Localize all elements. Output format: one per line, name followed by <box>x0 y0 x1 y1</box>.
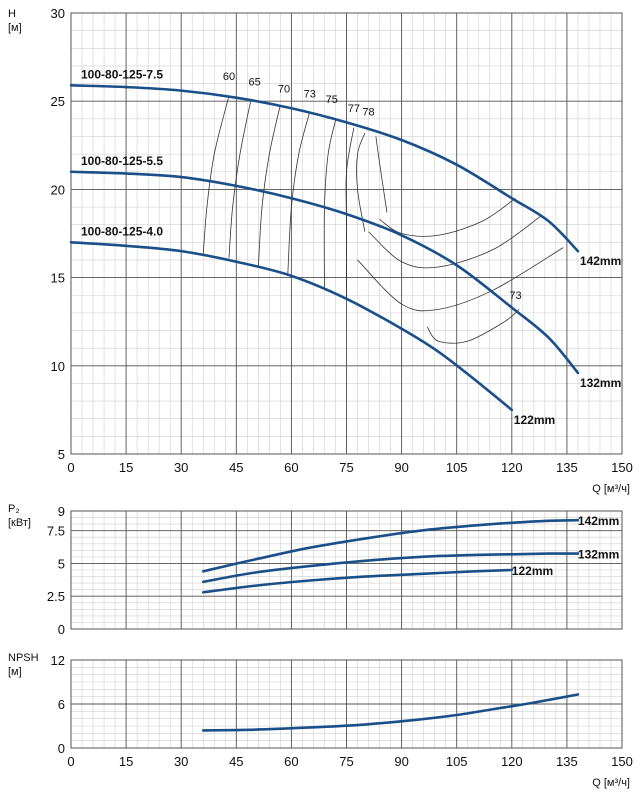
head-x-tick-label: 45 <box>229 460 243 475</box>
head-efficiency-isoline <box>357 247 564 312</box>
npsh-plot-frame <box>70 659 623 749</box>
head-series-name-0: 100-80-125-7.5 <box>81 67 163 81</box>
head-efficiency-label: 70 <box>278 83 290 95</box>
head-x-tick-label: 150 <box>611 460 633 475</box>
head-series-line-2 <box>69 241 514 412</box>
head-efficiency-isoline <box>368 215 542 269</box>
head-x-tick-label: 15 <box>119 460 133 475</box>
head-y-tick-label: 5 <box>58 447 65 462</box>
head-x-tick-label: 90 <box>394 460 408 475</box>
npsh-x-tick-label: 75 <box>339 754 353 769</box>
head-y-axis-title: H <box>8 8 16 20</box>
power-series-end-label-0: 142mm <box>578 514 619 528</box>
head-efficiency-label: 73 <box>509 290 521 302</box>
npsh-x-tick-label: 60 <box>284 754 298 769</box>
npsh-x-tick-label: 15 <box>119 754 133 769</box>
head-y-tick-label: 20 <box>51 182 65 197</box>
head-efficiency-label: 77 <box>348 103 360 115</box>
npsh-series-line-0 <box>201 693 580 732</box>
head-efficiency-isoline <box>426 309 520 344</box>
npsh-y-tick-label: 12 <box>51 653 65 668</box>
head-efficiency-isoline <box>345 127 355 299</box>
head-x-axis-title: Q [м³/ч] <box>592 483 630 495</box>
npsh-x-tick-label: 120 <box>501 754 523 769</box>
power-y-tick-label: 0 <box>58 622 65 637</box>
head-series-name-1: 100-80-125-5.5 <box>81 154 163 168</box>
head-x-tick-label: 60 <box>284 460 298 475</box>
power-y-tick-label: 5 <box>58 556 65 571</box>
power-y-tick-label: 2.5 <box>47 589 65 604</box>
power-y-tick-label: 9 <box>58 504 65 519</box>
head-efficiency-isoline <box>379 197 516 237</box>
head-series-end-label-1: 132mm <box>580 376 621 390</box>
head-efficiency-label: 65 <box>249 76 261 88</box>
head-series-line-1 <box>69 170 580 375</box>
npsh-y-axis-unit: [м] <box>8 666 22 678</box>
head-plot-frame <box>70 12 623 455</box>
head-y-axis-unit: [м] <box>8 22 22 34</box>
head-efficiency-isoline <box>287 111 311 276</box>
head-efficiency-isoline <box>375 136 388 213</box>
power-plot-frame <box>70 510 623 630</box>
npsh-x-axis-title: Q [м³/ч] <box>592 777 630 789</box>
head-x-tick-label: 75 <box>339 460 353 475</box>
npsh-y-tick-label: 0 <box>58 741 65 756</box>
npsh-x-tick-label: 0 <box>67 754 74 769</box>
head-y-tick-label: 15 <box>51 271 65 286</box>
head-chart: 5 10 15 20 25 30 0 15 30 45 60 75 90 105 120 135 150 H [м]… <box>8 6 633 495</box>
power-y-tick-label: 7.5 <box>47 524 65 539</box>
head-efficiency-label: 78 <box>362 106 374 118</box>
head-efficiency-label: 60 <box>223 71 235 83</box>
power-series-line-1 <box>201 552 580 584</box>
head-x-tick-label: 135 <box>556 460 578 475</box>
head-efficiency-isoline <box>356 132 366 232</box>
npsh-x-tick-label: 105 <box>446 754 468 769</box>
head-series-name-2: 100-80-125-4.0 <box>81 224 163 238</box>
npsh-x-tick-label: 30 <box>174 754 188 769</box>
head-series-end-label-0: 142mm <box>580 254 621 268</box>
head-efficiency-isoline <box>323 120 336 290</box>
head-series-end-label-2: 122mm <box>514 413 555 427</box>
power-series-line-0 <box>201 518 580 573</box>
head-efficiency-isoline <box>257 104 281 268</box>
head-y-tick-label: 10 <box>51 359 65 374</box>
head-x-tick-label: 0 <box>67 460 74 475</box>
npsh-x-tick-label: 135 <box>556 754 578 769</box>
power-series-end-label-2: 122mm <box>512 564 553 578</box>
head-x-tick-label: 30 <box>174 460 188 475</box>
head-efficiency-label: 73 <box>304 89 316 101</box>
npsh-x-tick-label: 45 <box>229 754 243 769</box>
head-series-line-0 <box>69 84 580 253</box>
power-series-end-label-1: 132mm <box>578 548 619 562</box>
npsh-x-tick-label: 150 <box>611 754 633 769</box>
npsh-x-tick-label: 90 <box>394 754 408 769</box>
head-x-tick-label: 120 <box>501 460 523 475</box>
power-chart: 0 2.5 5 7.5 9 P₂ [кВт] 142mm 132mm 122mm <box>8 503 623 637</box>
npsh-y-tick-label: 6 <box>58 697 65 712</box>
power-series-line-2 <box>201 568 514 594</box>
npsh-y-axis-title: NPSH <box>8 652 39 664</box>
power-y-axis-unit: [кВт] <box>8 517 31 529</box>
head-y-tick-label: 25 <box>51 94 65 109</box>
head-efficiency-isoline <box>228 99 252 259</box>
head-y-tick-label: 30 <box>51 6 65 21</box>
head-x-tick-label: 105 <box>446 460 468 475</box>
power-y-axis-title: P₂ <box>8 503 20 515</box>
head-efficiency-label: 75 <box>326 94 338 106</box>
